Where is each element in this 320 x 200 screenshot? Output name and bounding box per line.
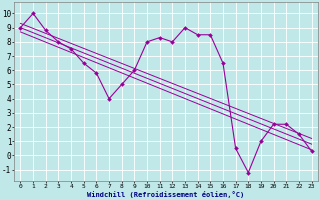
- X-axis label: Windchill (Refroidissement éolien,°C): Windchill (Refroidissement éolien,°C): [87, 191, 244, 198]
